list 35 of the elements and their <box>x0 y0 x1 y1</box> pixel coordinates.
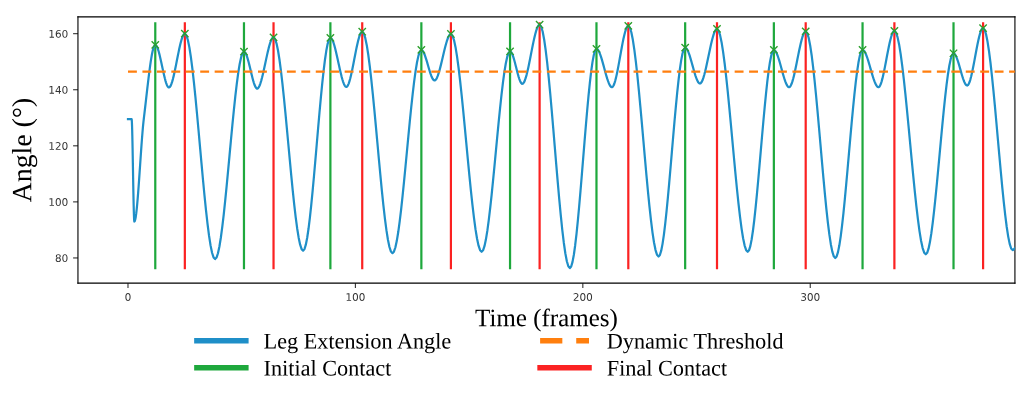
point <box>180 29 190 39</box>
point <box>150 40 160 50</box>
point <box>801 27 811 36</box>
y-tick-label: 80 <box>55 254 68 263</box>
point <box>978 23 988 33</box>
point <box>416 45 426 55</box>
y-tick-label: 120 <box>49 142 68 150</box>
point <box>505 46 515 56</box>
x-tick-label: 300 <box>801 293 820 301</box>
point <box>446 29 456 39</box>
y-tick-label: 100 <box>49 198 68 206</box>
point <box>535 20 544 30</box>
point <box>890 26 899 36</box>
x-tick-label: 200 <box>573 293 593 301</box>
legend-label: Final Contact <box>607 360 728 376</box>
point <box>326 33 335 43</box>
legend-label: Initial Contact <box>264 360 392 376</box>
x-tick-label: 0 <box>125 293 131 301</box>
point <box>680 43 690 53</box>
point <box>949 48 958 58</box>
legend-label: Dynamic Threshold <box>607 333 784 354</box>
point <box>769 45 779 55</box>
point <box>623 21 633 31</box>
x-axis-title: Time (frames) <box>475 308 617 332</box>
y-tick-label: 140 <box>49 85 68 94</box>
legend-label: Leg Extension Angle <box>264 333 451 354</box>
point <box>712 24 722 34</box>
point <box>239 47 249 56</box>
point <box>269 32 278 42</box>
y-axis-title: Angle (°) <box>11 99 38 202</box>
point <box>592 44 601 54</box>
point <box>858 45 867 55</box>
y-tick-label: 160 <box>49 29 68 38</box>
x-tick-label: 100 <box>346 293 365 301</box>
point <box>357 27 367 37</box>
